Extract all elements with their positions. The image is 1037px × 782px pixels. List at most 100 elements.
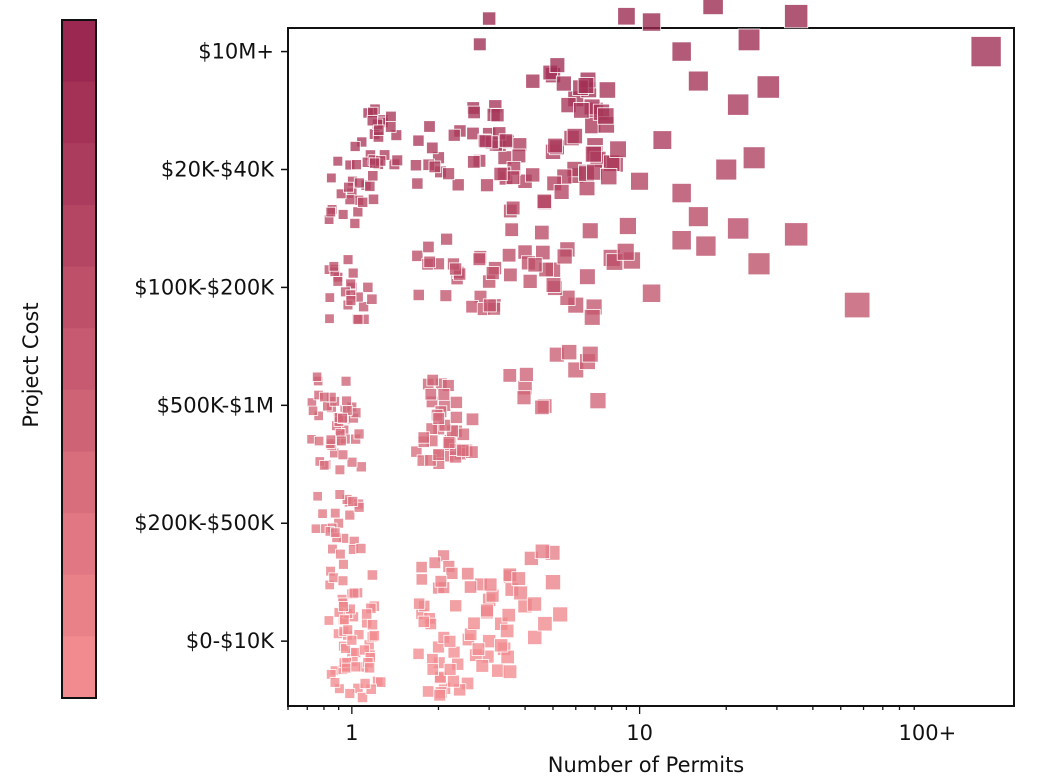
data-point: [600, 167, 618, 186]
x-axis-title: Number of Permits: [548, 753, 745, 777]
data-point: [338, 601, 349, 612]
data-point: [411, 249, 424, 262]
data-point: [347, 495, 359, 507]
data-point: [307, 405, 319, 416]
data-point: [423, 120, 436, 133]
data-point: [358, 644, 370, 656]
data-point: [585, 145, 602, 163]
data-point: [784, 222, 809, 247]
data-point: [499, 623, 515, 639]
data-point: [715, 158, 738, 181]
color-scale-step: [62, 451, 96, 514]
data-point: [363, 662, 376, 674]
data-point: [432, 448, 445, 461]
data-point: [534, 543, 551, 559]
data-point: [326, 172, 337, 184]
data-point: [329, 507, 341, 519]
data-point: [482, 11, 497, 26]
data-point: [727, 93, 750, 116]
data-point: [366, 569, 379, 581]
data-point: [756, 75, 780, 99]
data-point: [449, 599, 463, 613]
data-point: [415, 561, 428, 574]
data-point: [688, 206, 709, 227]
data-point: [412, 288, 425, 301]
data-point: [343, 181, 355, 193]
data-point: [475, 659, 490, 673]
data-point: [490, 108, 505, 123]
data-point: [319, 460, 330, 471]
data-point: [578, 179, 596, 197]
data-point: [328, 572, 339, 584]
data-point: [549, 57, 566, 74]
color-scale-bar: [62, 20, 96, 699]
data-point: [456, 443, 470, 458]
data-point: [447, 645, 461, 659]
data-point: [537, 616, 553, 632]
data-point: [334, 489, 346, 500]
data-point: [504, 222, 519, 237]
data-point: [630, 171, 649, 191]
data-point: [366, 115, 378, 127]
y-tick-label: $0-$10K: [186, 629, 275, 653]
data-point: [573, 102, 590, 119]
data-point: [413, 597, 426, 610]
data-point: [465, 412, 480, 427]
data-point: [505, 170, 521, 185]
data-point: [344, 688, 356, 699]
data-point: [446, 674, 460, 688]
data-point: [702, 0, 724, 15]
data-point: [461, 567, 475, 581]
data-point: [439, 289, 453, 303]
data-point: [440, 232, 454, 246]
data-point: [342, 624, 354, 636]
color-scale-label: Project Cost: [19, 302, 43, 427]
data-point: [483, 577, 498, 592]
data-point: [434, 670, 447, 684]
data-point: [467, 105, 481, 120]
data-point: [586, 163, 603, 181]
data-point: [556, 248, 573, 265]
data-point: [337, 209, 349, 220]
data-point: [505, 200, 521, 216]
data-point: [348, 587, 360, 599]
data-point: [970, 36, 1002, 68]
data-point: [463, 580, 478, 594]
data-point: [747, 252, 771, 276]
data-point: [422, 240, 435, 254]
data-point: [471, 642, 486, 656]
x-tick-label: 1: [345, 721, 358, 745]
data-point: [451, 178, 465, 192]
data-point: [424, 387, 438, 401]
data-point: [609, 140, 627, 158]
data-point: [527, 257, 543, 273]
data-point: [443, 634, 457, 648]
color-scale-step: [62, 328, 96, 391]
data-point: [323, 615, 335, 626]
data-point: [359, 678, 371, 690]
data-point: [384, 121, 397, 133]
data-point: [642, 12, 662, 32]
data-point: [478, 134, 493, 149]
data-point: [466, 126, 480, 141]
data-point: [671, 230, 692, 251]
color-scale-step: [62, 389, 96, 452]
y-tick-label: $10M+: [198, 40, 274, 64]
data-point: [652, 130, 673, 150]
color-scale-step: [62, 266, 96, 329]
data-point: [428, 160, 442, 174]
data-point: [349, 140, 361, 152]
data-point: [445, 566, 459, 580]
data-point: [340, 375, 352, 387]
data-point: [527, 629, 543, 645]
data-point: [415, 573, 428, 586]
color-scale-step: [62, 20, 96, 83]
y-tick-label: $500K-$1M: [157, 393, 274, 417]
color-scale-step: [62, 636, 96, 699]
data-point: [368, 630, 380, 642]
data-point: [642, 283, 662, 303]
data-point: [325, 434, 337, 445]
data-point: [365, 683, 377, 695]
data-point: [329, 527, 341, 538]
